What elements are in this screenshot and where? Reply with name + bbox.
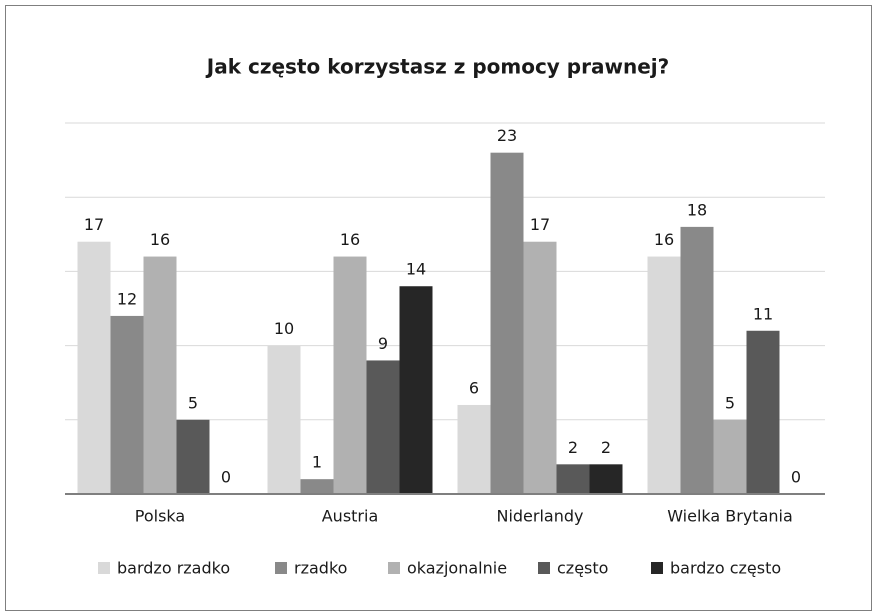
- bar: [490, 152, 524, 494]
- chart-title: Jak często korzystasz z pomocy prawnej?: [205, 55, 669, 79]
- data-label: 2: [601, 438, 611, 457]
- data-label: 12: [117, 289, 137, 308]
- x-tick-label: Wielka Brytania: [667, 507, 793, 526]
- bar: [176, 419, 210, 494]
- bar: [647, 256, 681, 494]
- bar: [143, 256, 177, 494]
- data-label: 16: [654, 230, 674, 249]
- legend-swatch: [275, 562, 287, 574]
- data-label: 17: [84, 215, 104, 234]
- data-label: 2: [568, 438, 578, 457]
- data-label: 23: [497, 126, 517, 145]
- bar: [110, 315, 144, 494]
- bar: [680, 226, 714, 494]
- data-label: 9: [378, 334, 388, 353]
- bar: [300, 479, 334, 494]
- data-label: 5: [725, 393, 735, 412]
- legend-label: często: [557, 559, 608, 578]
- bar: [713, 419, 747, 494]
- bar: [333, 256, 367, 494]
- x-tick-label: Polska: [135, 507, 185, 526]
- data-label: 14: [406, 260, 426, 279]
- x-tick-label: Niderlandy: [496, 507, 583, 526]
- bar: [77, 241, 111, 494]
- legend-swatch: [651, 562, 663, 574]
- legend-label: bardzo rzadko: [117, 559, 230, 578]
- data-label: 16: [150, 230, 170, 249]
- bar: [366, 360, 400, 494]
- data-label: 17: [530, 215, 550, 234]
- bar: [399, 286, 433, 494]
- data-label: 10: [274, 319, 294, 338]
- legend-swatch: [538, 562, 550, 574]
- bar: [457, 404, 491, 494]
- bar: [746, 330, 780, 494]
- bar: [556, 464, 590, 494]
- legend-label: rzadko: [294, 559, 347, 578]
- data-label: 18: [687, 200, 707, 219]
- data-label: 16: [340, 230, 360, 249]
- data-label: 0: [791, 468, 801, 487]
- bar: [523, 241, 557, 494]
- bar: [267, 345, 301, 494]
- legend-swatch: [98, 562, 110, 574]
- data-label: 11: [753, 304, 773, 323]
- data-label: 1: [312, 453, 322, 472]
- legend-label: okazjonalnie: [407, 559, 507, 578]
- data-label: 5: [188, 393, 198, 412]
- x-tick-label: Austria: [322, 507, 379, 526]
- data-label: 0: [221, 468, 231, 487]
- bar: [589, 464, 623, 494]
- legend-swatch: [388, 562, 400, 574]
- data-label: 6: [469, 378, 479, 397]
- legend-label: bardzo często: [670, 559, 781, 578]
